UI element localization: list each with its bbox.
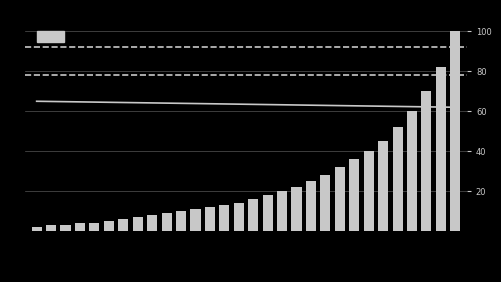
Bar [89, 223, 99, 231]
Bar [262, 195, 272, 231]
Bar [247, 199, 258, 231]
Text: Individual supplement (left scale): Individual supplement (left scale) [71, 32, 211, 41]
Bar [320, 175, 330, 231]
Bar [132, 217, 142, 231]
Bar [37, 56, 64, 67]
Bar [32, 227, 42, 231]
Bar [219, 205, 229, 231]
Bar [75, 223, 85, 231]
Bar [277, 191, 287, 231]
Text: Couple supplement (left scale): Couple supplement (left scale) [71, 57, 200, 66]
Bar [176, 211, 186, 231]
Text: Cumulative SSI recipients (right scale): Cumulative SSI recipients (right scale) [71, 83, 231, 92]
Bar [46, 225, 56, 231]
Bar [377, 141, 387, 231]
Bar [37, 31, 64, 42]
Bar [233, 203, 243, 231]
Bar [406, 111, 416, 231]
Bar [305, 181, 315, 231]
Bar [349, 159, 359, 231]
Bar [190, 209, 200, 231]
Bar [449, 31, 459, 231]
Bar [291, 187, 301, 231]
Bar [147, 215, 157, 231]
Bar [420, 91, 431, 231]
Bar [161, 213, 171, 231]
Bar [104, 221, 114, 231]
Bar [60, 225, 71, 231]
Bar [334, 167, 344, 231]
Bar [435, 67, 445, 231]
Bar [118, 219, 128, 231]
Bar [392, 127, 402, 231]
Bar [363, 151, 373, 231]
Bar [204, 207, 214, 231]
